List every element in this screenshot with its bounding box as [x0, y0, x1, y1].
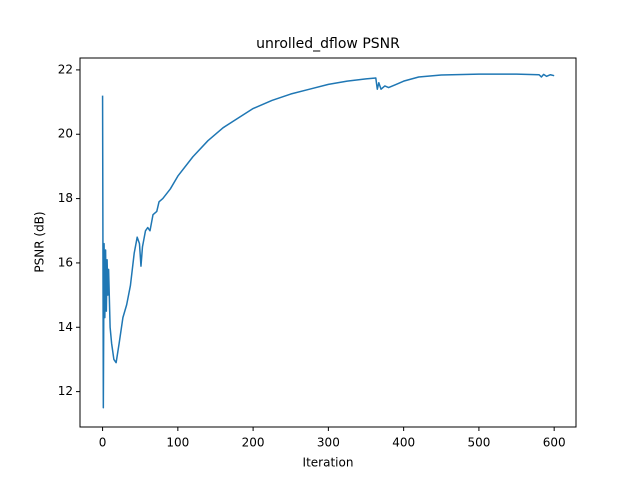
x-tick-label: 200	[242, 436, 265, 450]
plot-frame	[79, 57, 577, 428]
x-tick-label: 400	[392, 436, 415, 450]
y-axis-label: PSNR (dB)	[33, 211, 47, 272]
x-tick-label: 300	[317, 436, 340, 450]
x-tick-label: 600	[543, 436, 566, 450]
y-tick-label: 12	[58, 384, 73, 398]
x-tick-label: 0	[99, 436, 107, 450]
chart-title: unrolled_dflow PSNR	[256, 36, 400, 52]
y-tick-label: 14	[58, 320, 73, 334]
y-tick-label: 22	[58, 62, 73, 76]
data-line	[101, 73, 555, 409]
y-tick-label: 18	[58, 191, 73, 205]
y-tick-label: 16	[58, 255, 73, 269]
y-tick-label: 20	[58, 127, 73, 141]
x-tick-label: 500	[467, 436, 490, 450]
x-tick-label: 100	[166, 436, 189, 450]
x-axis-label: Iteration	[303, 456, 354, 470]
